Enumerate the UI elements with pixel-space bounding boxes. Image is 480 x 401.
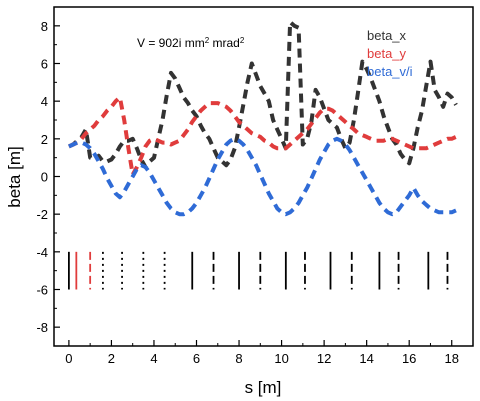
y-tick-label: 6 bbox=[41, 57, 48, 72]
y-tick-label: 2 bbox=[41, 132, 48, 147]
series-layer bbox=[68, 20, 458, 217]
y-tick-label: 4 bbox=[41, 94, 48, 109]
legend-item-beta-vi: beta_v/i bbox=[367, 64, 413, 79]
y-tick-label: -4 bbox=[36, 245, 48, 260]
series-line bbox=[68, 20, 458, 170]
annotation-sup2: 2 bbox=[240, 36, 245, 45]
plot-frame bbox=[53, 6, 474, 347]
y-axis: -8 -6 -4 -2 0 2 4 6 8 bbox=[36, 6, 60, 347]
x-tick-label: 6 bbox=[193, 351, 200, 366]
x-tick-label: 2 bbox=[108, 351, 115, 366]
x-tick-label: 14 bbox=[359, 351, 373, 366]
annotation-mid: mrad bbox=[209, 36, 240, 50]
legend: beta_x beta_y beta_v/i bbox=[367, 28, 413, 79]
x-tick-label: 12 bbox=[317, 351, 331, 366]
y-tick-label: 0 bbox=[41, 170, 48, 185]
y-tick-label: -8 bbox=[36, 320, 48, 335]
series-line bbox=[68, 136, 457, 217]
legend-item-beta-x: beta_x bbox=[367, 28, 407, 43]
annotation-sup1: 2 bbox=[205, 36, 210, 45]
lattice-elements bbox=[67, 251, 449, 290]
x-tick-label: 16 bbox=[402, 351, 416, 366]
series-0 bbox=[68, 20, 458, 170]
x-tick-label: 0 bbox=[65, 351, 72, 366]
x-axis: 0 2 4 6 8 10 12 14 16 18 bbox=[65, 340, 474, 366]
x-tick-label: 18 bbox=[444, 351, 458, 366]
series-2 bbox=[68, 136, 457, 217]
annotation-prefix: V = 902i mm bbox=[137, 36, 205, 50]
y-tick-label: -2 bbox=[36, 207, 48, 222]
x-axis-label: s [m] bbox=[245, 378, 282, 397]
y-tick-label: 8 bbox=[41, 19, 48, 34]
volume-annotation: V = 902i mm2 mrad2 bbox=[137, 36, 245, 51]
series-line bbox=[68, 95, 457, 177]
y-tick-label: -6 bbox=[36, 283, 48, 298]
x-tick-label: 10 bbox=[274, 351, 288, 366]
series-1 bbox=[68, 95, 457, 177]
x-tick-label: 8 bbox=[235, 351, 242, 366]
x-tick-label: 4 bbox=[150, 351, 157, 366]
legend-item-beta-y: beta_y bbox=[367, 46, 407, 61]
y-axis-label: beta [m] bbox=[5, 146, 24, 207]
